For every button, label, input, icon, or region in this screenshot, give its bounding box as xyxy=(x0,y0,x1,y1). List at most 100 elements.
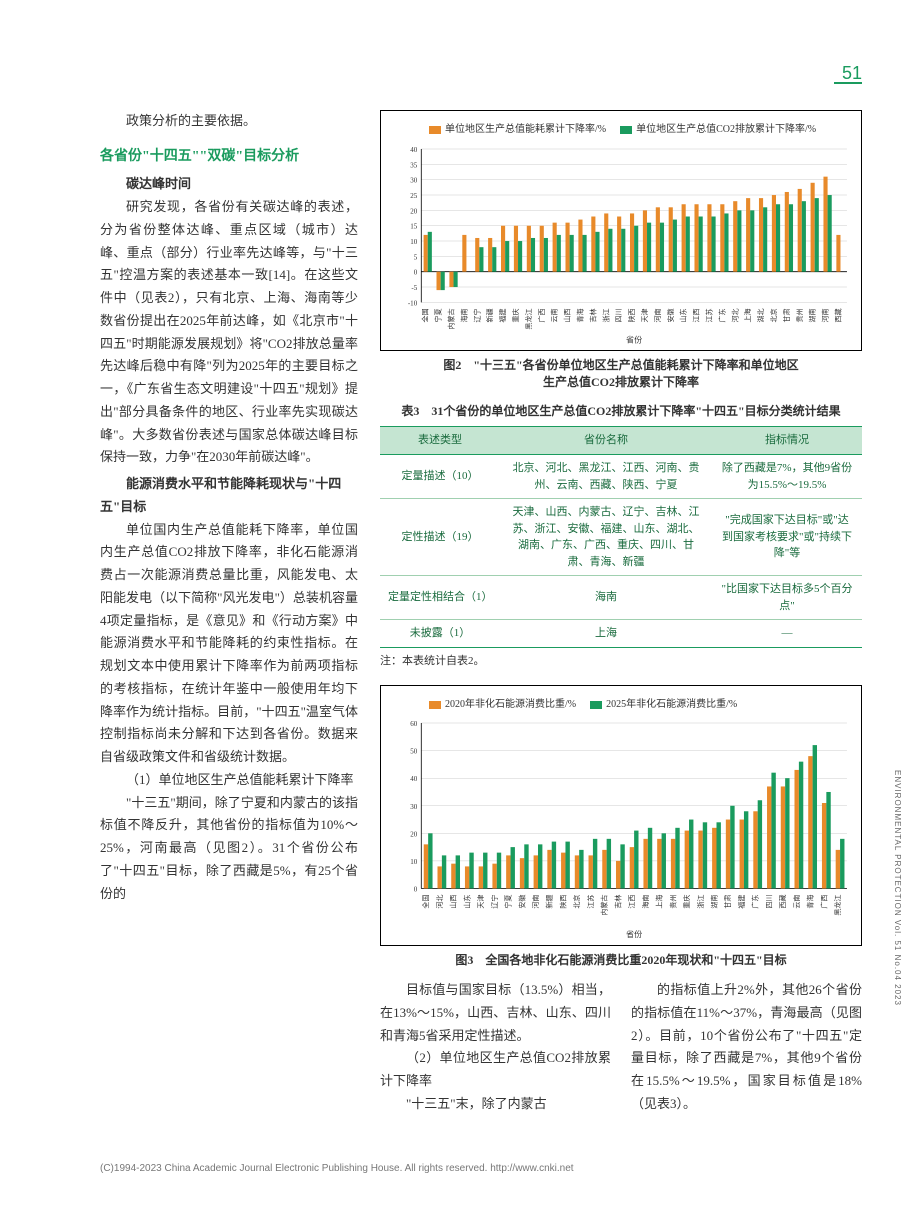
svg-text:黑龙江: 黑龙江 xyxy=(524,308,533,329)
svg-text:上海: 上海 xyxy=(655,895,664,909)
item1-body: "十三五"期间，除了宁夏和内蒙古的该指标值不降反升，其他省份的指标值为10%～2… xyxy=(100,792,358,906)
svg-text:天津: 天津 xyxy=(477,895,485,909)
svg-text:-10: -10 xyxy=(408,299,418,307)
svg-text:10: 10 xyxy=(410,238,418,246)
table-cell: 天津、山西、内蒙古、辽宁、吉林、江苏、浙江、安徽、福建、山东、湖北、湖南、广东、… xyxy=(500,499,712,576)
svg-text:贵州: 贵州 xyxy=(795,308,804,322)
svg-text:浙江: 浙江 xyxy=(601,308,610,322)
journal-side-label: ENVIRONMENTAL PROTECTION Vol. 51 No.04 2… xyxy=(890,770,904,1006)
table-cell: "比国家下达目标多5个百分点" xyxy=(712,576,862,620)
svg-text:60: 60 xyxy=(410,720,418,728)
svg-text:青海: 青海 xyxy=(806,895,815,909)
svg-text:海南: 海南 xyxy=(459,308,468,322)
svg-text:福建: 福建 xyxy=(737,895,746,909)
svg-text:广西: 广西 xyxy=(819,895,828,909)
page-number-underline xyxy=(834,82,862,84)
svg-text:0: 0 xyxy=(414,268,418,276)
svg-text:安徽: 安徽 xyxy=(666,308,675,322)
subheading-peak: 碳达峰时间 xyxy=(100,173,358,196)
page-footer: (C)1994-2023 China Academic Journal Elec… xyxy=(0,1146,920,1188)
legend-label: 单位地区生产总值CO2排放累计下降率/% xyxy=(636,121,816,139)
svg-text:四川: 四川 xyxy=(615,308,623,322)
table-cell: 北京、河北、黑龙江、江西、河南、贵州、云南、西藏、陕西、宁夏 xyxy=(500,455,712,499)
svg-text:宁夏: 宁夏 xyxy=(504,895,513,909)
svg-text:40: 40 xyxy=(410,776,418,784)
svg-text:内蒙古: 内蒙古 xyxy=(447,308,456,329)
svg-text:重庆: 重庆 xyxy=(511,308,520,322)
svg-text:河北: 河北 xyxy=(731,308,739,322)
svg-text:-5: -5 xyxy=(411,284,417,292)
svg-text:河南: 河南 xyxy=(821,308,830,322)
svg-text:内蒙古: 内蒙古 xyxy=(600,895,609,916)
svg-text:新疆: 新疆 xyxy=(545,895,554,909)
svg-text:广西: 广西 xyxy=(537,308,546,322)
svg-text:海南: 海南 xyxy=(641,895,650,909)
svg-text:辽宁: 辽宁 xyxy=(490,895,499,909)
table-3: 表述类型省份名称指标情况 定量描述（10）北京、河北、黑龙江、江西、河南、贵州、… xyxy=(380,426,862,648)
svg-text:省份: 省份 xyxy=(626,334,642,344)
figure-2-box: 单位地区生产总值能耗累计下降率/% 单位地区生产总值CO2排放累计下降率/% -… xyxy=(380,110,862,351)
svg-text:广东: 广东 xyxy=(751,895,760,909)
svg-text:西藏: 西藏 xyxy=(778,895,787,909)
svg-text:江西: 江西 xyxy=(628,895,636,909)
svg-text:25: 25 xyxy=(410,192,418,200)
figure-3-caption: 图3 全国各地非化石能源消费比重2020年现状和"十四五"目标 xyxy=(380,952,862,969)
svg-text:安徽: 安徽 xyxy=(517,895,526,909)
svg-text:30: 30 xyxy=(410,176,418,184)
svg-text:全国: 全国 xyxy=(421,308,430,322)
legend-label: 2020年非化石能源消费比重/% xyxy=(445,696,576,714)
bottom-text-columns: 目标值与国家目标（13.5%）相当，在13%～15%，山西、吉林、山东、四川和青… xyxy=(380,979,862,1116)
svg-text:青海: 青海 xyxy=(576,308,585,322)
svg-text:江苏: 江苏 xyxy=(705,308,714,322)
table-3-note: 注：本表统计自表2。 xyxy=(380,652,862,671)
figure-2-legend: 单位地区生产总值能耗累计下降率/% 单位地区生产总值CO2排放累计下降率/% xyxy=(429,121,853,139)
svg-text:20: 20 xyxy=(410,207,418,215)
svg-text:新疆: 新疆 xyxy=(485,308,494,322)
svg-text:山东: 山东 xyxy=(679,308,688,322)
svg-text:0: 0 xyxy=(414,886,418,894)
table-cell: 定性描述（19） xyxy=(380,499,500,576)
figure-3-legend: 2020年非化石能源消费比重/% 2025年非化石能源消费比重/% xyxy=(429,696,853,714)
svg-text:15: 15 xyxy=(410,222,418,230)
left-column: 政策分析的主要依据。 各省份"十四五""双碳"目标分析 碳达峰时间 研究发现，各… xyxy=(100,110,358,1116)
svg-text:省份: 省份 xyxy=(626,929,642,939)
svg-text:河南: 河南 xyxy=(653,308,662,322)
svg-text:四川: 四川 xyxy=(765,895,773,909)
subheading-energy: 能源消费水平和节能降耗现状与"十四五"目标 xyxy=(100,473,358,519)
figure-2-caption: 图2 "十三五"各省份单位地区生产总值能耗累计下降率和单位地区生产总值CO2排放… xyxy=(380,357,862,391)
svg-text:吉林: 吉林 xyxy=(588,308,597,322)
section-heading: 各省份"十四五""双碳"目标分析 xyxy=(100,145,358,170)
svg-text:河南: 河南 xyxy=(531,895,540,909)
svg-text:北京: 北京 xyxy=(769,308,778,322)
svg-text:贵州: 贵州 xyxy=(668,895,677,909)
svg-text:5: 5 xyxy=(414,253,418,261)
table-cell: 定量描述（10） xyxy=(380,455,500,499)
table-3-caption: 表3 31个省份的单位地区生产总值CO2排放累计下降率"十四五"目标分类统计结果 xyxy=(380,401,862,422)
table-header: 表述类型 xyxy=(380,426,500,454)
intro-para: 政策分析的主要依据。 xyxy=(100,110,358,133)
svg-text:40: 40 xyxy=(410,146,418,154)
svg-text:山西: 山西 xyxy=(449,895,458,909)
page-number: 51 xyxy=(842,58,862,90)
para-energy: 单位国内生产总值能耗下降率，单位国内生产总值CO2排放下降率，非化石能源消费占一… xyxy=(100,519,358,769)
table-cell: 未披露（1） xyxy=(380,620,500,648)
svg-text:陕西: 陕西 xyxy=(627,308,636,322)
svg-text:湖南: 湖南 xyxy=(808,308,817,322)
bottom-c1a: 目标值与国家目标（13.5%）相当，在13%～15%，山西、吉林、山东、四川和青… xyxy=(380,979,611,1047)
table-cell: 上海 xyxy=(500,620,712,648)
svg-text:云南: 云南 xyxy=(792,895,801,909)
svg-text:山东: 山东 xyxy=(462,895,471,909)
table-cell: "完成国家下达目标"或"达到国家考核要求"或"持续下降"等 xyxy=(712,499,862,576)
svg-text:10: 10 xyxy=(410,858,418,866)
svg-text:陕西: 陕西 xyxy=(558,895,567,909)
svg-text:湖北: 湖北 xyxy=(756,308,765,322)
svg-text:甘肃: 甘肃 xyxy=(723,895,732,909)
bottom-c2: 的指标值上升2%外，其他26个省份的指标值在11%～37%，青海最高（见图2）。… xyxy=(631,979,862,1116)
item1-lead: （1）单位地区生产总值能耗累计下降率 xyxy=(100,769,358,792)
table-cell: — xyxy=(712,620,862,648)
svg-text:江西: 江西 xyxy=(693,308,701,322)
svg-text:河北: 河北 xyxy=(436,895,444,909)
svg-text:云南: 云南 xyxy=(550,308,559,322)
bottom-c1b-lead: （2）单位地区生产总值CO2排放累计下降率 xyxy=(380,1047,611,1093)
figure-3-chart: 0102030405060全国河北山西山东天津辽宁宁夏安徽河南新疆陕西北京江苏内… xyxy=(389,717,853,939)
